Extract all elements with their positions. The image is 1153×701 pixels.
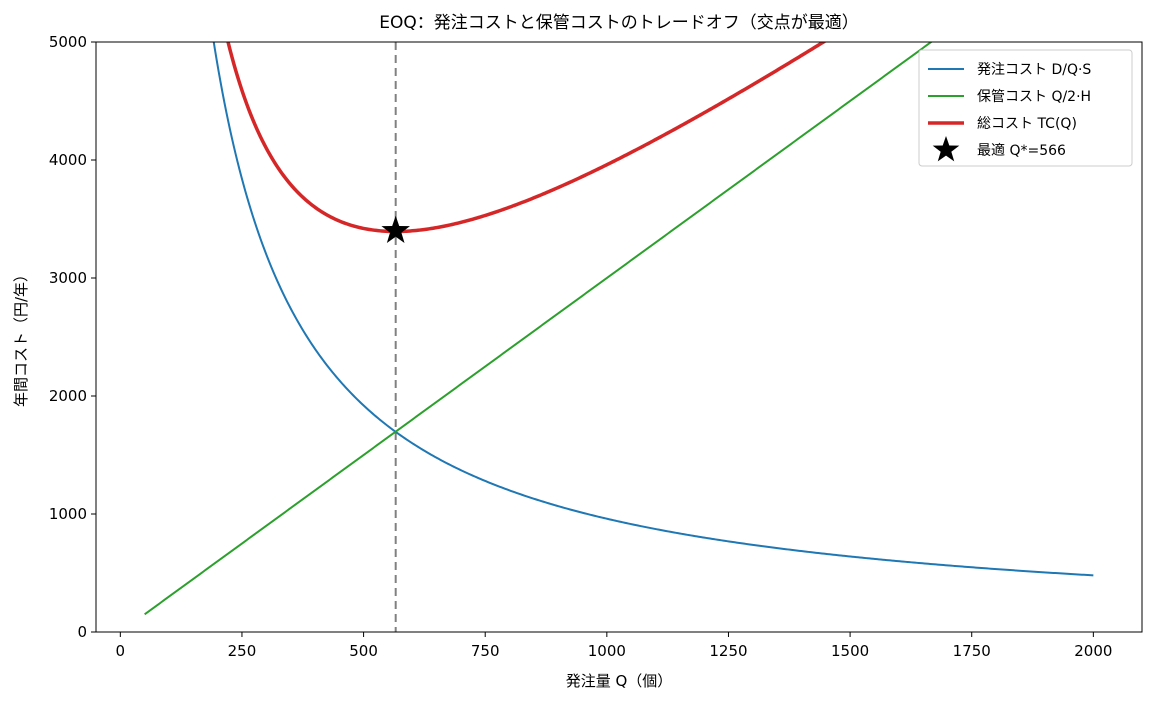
y-tick-label: 5000 [49, 33, 87, 51]
y-tick-label: 3000 [49, 269, 87, 287]
legend-label-optimum: 最適 Q*=566 [977, 142, 1066, 159]
legend-star-marker [932, 136, 960, 162]
y-tick-label: 4000 [49, 151, 87, 169]
x-tick-label: 1750 [953, 642, 991, 660]
x-axis-title: 発注量 Q（個） [566, 672, 673, 690]
x-tick-label: 750 [471, 642, 500, 660]
y-axis-title: 年間コスト（円/年） [12, 267, 30, 407]
y-tick-label: 2000 [49, 387, 87, 405]
legend-box [918, 49, 1133, 167]
x-tick-label: 1000 [588, 642, 626, 660]
optimum-star-marker [381, 215, 410, 243]
series-layer [144, 42, 1094, 632]
plot-frame [95, 41, 1143, 633]
x-tick-label: 1250 [709, 642, 747, 660]
x-tick-label: 500 [349, 642, 378, 660]
legend-label-ordering-cost: 発注コスト D/Q·S [977, 62, 1091, 78]
x-tick-label: 0 [116, 642, 126, 660]
legend-label-total-cost: 総コスト TC(Q) [977, 116, 1077, 132]
x-tick-label: 250 [228, 642, 257, 660]
x-axis: 0 250 500 750 1000 1250 1500 1750 2000 [116, 632, 1112, 660]
legend: 発注コスト D/Q·S 保管コスト Q/2·H 総コスト TC(Q) 最適 Q*… [918, 49, 1133, 167]
total-cost-line [226, 42, 827, 234]
ordering-cost-line [212, 42, 1094, 577]
chart-title: EOQ：発注コストと保管コストのトレードオフ（交点が最適） [379, 13, 859, 33]
holding-cost-line [144, 42, 933, 616]
x-tick-label: 2000 [1074, 642, 1112, 660]
y-tick-label: 1000 [49, 505, 87, 523]
legend-label-holding-cost: 保管コスト Q/2·H [977, 89, 1091, 105]
y-axis: 0 1000 2000 3000 4000 5000 [49, 33, 96, 641]
x-tick-label: 1500 [831, 642, 869, 660]
y-tick-label: 0 [77, 623, 87, 641]
